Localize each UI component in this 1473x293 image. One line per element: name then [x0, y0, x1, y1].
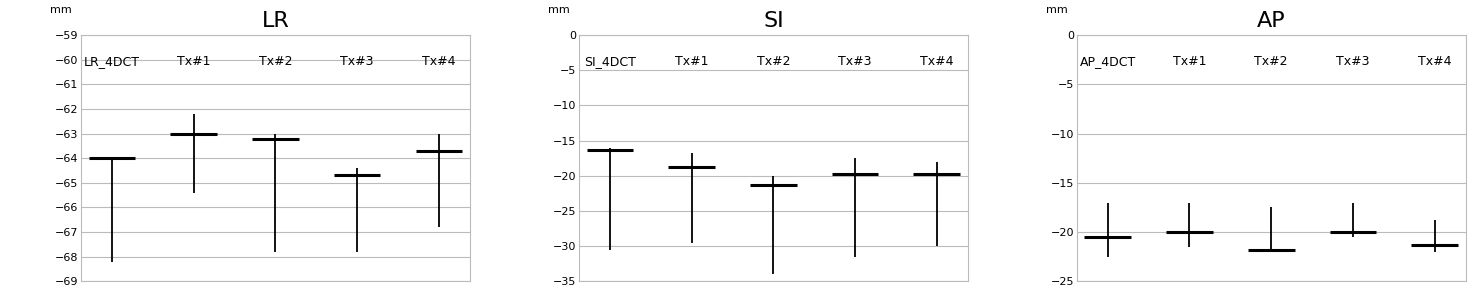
Text: mm: mm — [548, 6, 570, 16]
Text: Tx#2: Tx#2 — [757, 55, 790, 68]
Text: Tx#3: Tx#3 — [1336, 55, 1370, 68]
Text: mm: mm — [1046, 6, 1068, 16]
Text: Tx#4: Tx#4 — [1418, 55, 1451, 68]
Text: Tx#1: Tx#1 — [675, 55, 709, 68]
Text: Tx#1: Tx#1 — [177, 55, 211, 68]
Text: Tx#2: Tx#2 — [1255, 55, 1287, 68]
Title: SI: SI — [763, 11, 784, 31]
Text: Tx#2: Tx#2 — [259, 55, 292, 68]
Text: Tx#4: Tx#4 — [423, 55, 455, 68]
Title: AP: AP — [1256, 11, 1286, 31]
Text: LR_4DCT: LR_4DCT — [84, 55, 140, 68]
Text: mm: mm — [50, 6, 72, 16]
Text: Tx#1: Tx#1 — [1173, 55, 1206, 68]
Text: Tx#3: Tx#3 — [340, 55, 374, 68]
Title: LR: LR — [262, 11, 289, 31]
Text: Tx#3: Tx#3 — [838, 55, 872, 68]
Text: SI_4DCT: SI_4DCT — [583, 55, 636, 68]
Text: AP_4DCT: AP_4DCT — [1080, 55, 1136, 68]
Text: Tx#4: Tx#4 — [921, 55, 953, 68]
